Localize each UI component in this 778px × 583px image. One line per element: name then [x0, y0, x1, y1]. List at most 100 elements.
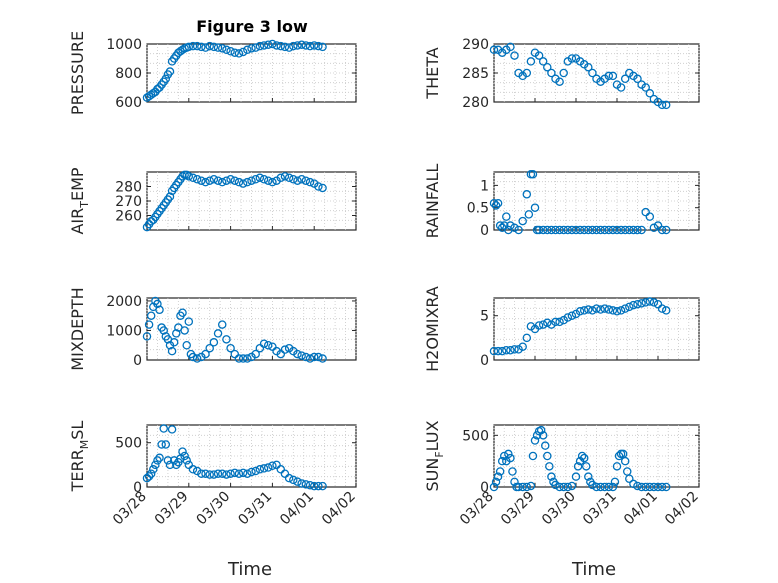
data-point — [192, 174, 202, 184]
data-point — [493, 472, 503, 481]
data-point — [243, 177, 252, 187]
data-point — [543, 225, 552, 235]
data-point — [161, 440, 171, 449]
data-point — [169, 338, 179, 347]
data-point — [567, 311, 577, 320]
y-axis-label-main: SUN — [423, 458, 442, 492]
data-point — [184, 42, 194, 52]
x-tick-label: 03/30 — [194, 489, 234, 529]
data-point — [153, 299, 162, 309]
y-axis-label: PRESSURE — [68, 31, 87, 115]
y-tick-label: 0 — [480, 480, 489, 496]
data-point — [538, 320, 548, 329]
y-axis-label-suffix: SL — [68, 421, 87, 440]
data-point — [309, 41, 319, 50]
data-point — [579, 306, 589, 315]
data-point — [661, 225, 671, 235]
data-point — [604, 482, 614, 492]
data-point — [534, 225, 544, 235]
data-point — [629, 300, 638, 310]
data-point — [657, 100, 667, 110]
y-axis-label-main: THETA — [423, 47, 442, 99]
data-point — [247, 176, 256, 185]
data-point — [182, 340, 191, 350]
data-point — [633, 74, 642, 84]
data-point — [541, 441, 550, 450]
data-point — [192, 354, 202, 363]
data-point — [506, 453, 515, 463]
data-point — [510, 223, 519, 233]
y-tick-label: 500 — [115, 436, 142, 452]
data-point — [251, 349, 260, 359]
data-point — [563, 225, 573, 235]
data-point — [255, 41, 265, 51]
data-point — [610, 477, 620, 487]
data-point — [625, 302, 634, 312]
data-point — [551, 480, 560, 490]
data-point — [197, 42, 206, 52]
data-point — [144, 320, 154, 329]
data-point — [514, 225, 523, 235]
data-point — [649, 298, 659, 307]
data-point — [530, 436, 540, 445]
data-point — [600, 225, 609, 235]
data-point — [161, 74, 171, 84]
y-tick-label: 0 — [133, 353, 142, 369]
data-point — [608, 71, 618, 81]
subplot-5: 0 1000 2000 MIXDEPTH — [68, 287, 357, 371]
data-point — [255, 343, 265, 353]
data-point — [153, 456, 162, 465]
x-tick-label: 04/01 — [621, 489, 661, 529]
data-point — [263, 40, 273, 49]
data-point — [592, 482, 601, 492]
data-point — [637, 225, 646, 235]
data-point — [559, 482, 568, 492]
data-point — [209, 338, 219, 347]
data-point — [289, 475, 298, 485]
data-point — [209, 470, 219, 479]
y-axis-label: SUNFLUX — [423, 420, 446, 491]
y-tick-label: 0.5 — [467, 201, 489, 217]
data-point — [172, 329, 181, 338]
data-point — [493, 198, 503, 208]
data-point — [608, 482, 618, 492]
x-tick-label: 03/28 — [110, 489, 150, 529]
data-point — [641, 83, 650, 92]
data-point — [226, 469, 235, 478]
data-point — [657, 482, 667, 492]
y-tick-label: 280 — [115, 180, 142, 196]
data-point — [305, 354, 315, 363]
data-point — [508, 467, 517, 476]
y-axis-label-main: TERR — [68, 449, 87, 492]
data-point — [571, 225, 581, 235]
data-point — [547, 68, 556, 78]
data-point — [661, 482, 671, 492]
subplot-4: 0 0.5 1 RAINFALL — [423, 164, 700, 239]
x-tick-label: 04/02 — [662, 489, 702, 529]
data-point — [588, 480, 597, 490]
data-point — [534, 321, 544, 330]
y-tick-label: 600 — [115, 95, 142, 111]
data-point — [518, 216, 527, 226]
data-point — [259, 339, 269, 349]
data-point — [209, 174, 219, 184]
data-point — [641, 482, 650, 492]
data-point — [243, 354, 252, 363]
y-axis-label-main: PRESSURE — [68, 31, 87, 115]
data-point — [543, 451, 552, 461]
data-point — [502, 346, 511, 355]
data-point — [555, 482, 564, 492]
x-tick-label: 03/29 — [498, 489, 538, 529]
data-point — [584, 305, 593, 314]
data-point — [151, 460, 160, 470]
data-point — [657, 225, 667, 235]
data-point — [272, 41, 281, 50]
data-point — [217, 469, 227, 478]
data-point — [309, 481, 319, 491]
data-point — [188, 41, 198, 51]
data-point — [155, 305, 164, 315]
data-point — [222, 45, 231, 55]
y-tick-label: 2000 — [106, 294, 142, 310]
data-point — [577, 451, 587, 461]
